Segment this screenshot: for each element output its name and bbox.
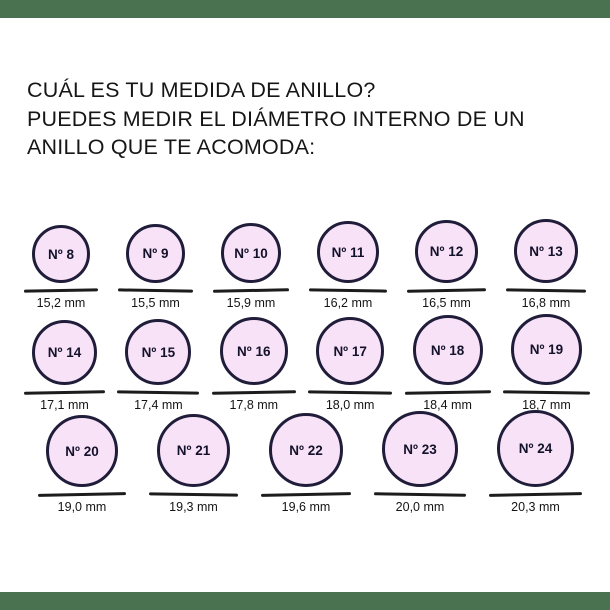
ring-item: Nº 18 18,4 mm: [404, 315, 491, 412]
ring-underline: [148, 492, 239, 497]
ring-item: Nº 11 16,2 mm: [308, 221, 388, 310]
ring-number-label: Nº 15: [141, 344, 176, 360]
ring-underline: [502, 390, 590, 395]
ring-number-label: Nº 20: [65, 443, 99, 459]
ring-number-label: Nº 12: [429, 244, 464, 259]
ring-underline: [260, 492, 352, 497]
title-line-1: CUÁL ES TU MEDIDA DE ANILLO?: [27, 78, 376, 102]
ring-circle: Nº 22: [269, 413, 343, 487]
ring-number-label: Nº 10: [234, 245, 268, 261]
ring-size-label: 17,1 mm: [40, 398, 89, 412]
ring-underline: [211, 390, 296, 395]
ring-size-label: 18,4 mm: [423, 398, 472, 412]
title-line-2: PUEDES MEDIR EL DIÁMETRO INTERNO DE UN: [27, 106, 525, 131]
page-title: CUÁL ES TU MEDIDA DE ANILLO? PUEDES MEDI…: [27, 76, 525, 162]
ring-size-label: 17,4 mm: [134, 398, 183, 412]
ring-circle: Nº 8: [32, 225, 90, 283]
ring-item: Nº 15 17,4 mm: [117, 319, 200, 412]
ring-circle: Nº 16: [219, 317, 288, 385]
ring-row-3: Nº 20 19,0 mm Nº 21 19,3 mm Nº 22 19,6 mm Nº 2…: [37, 410, 583, 514]
top-border-bar: [0, 0, 610, 18]
ring-number-label: Nº 9: [142, 246, 169, 261]
ring-underline: [404, 390, 491, 395]
ring-size-label: 16,2 mm: [323, 296, 373, 310]
ring-item: Nº 16 17,8 mm: [211, 317, 296, 412]
ring-underline: [23, 390, 106, 395]
ring-underline: [505, 288, 587, 293]
ring-item: Nº 19 18,7 mm: [502, 314, 590, 412]
ring-size-label: 15,9 mm: [226, 296, 276, 310]
ring-circle: Nº 15: [125, 319, 192, 385]
ring-circle: Nº 10: [221, 223, 281, 283]
ring-item: Nº 24 20,3 mm: [488, 410, 583, 514]
ring-underline: [406, 288, 487, 293]
ring-number-label: Nº 8: [48, 246, 74, 262]
ring-circle: Nº 13: [514, 219, 578, 283]
title-line-3: ANILLO QUE TE ACOMODA:: [27, 135, 316, 159]
ring-item: Nº 17 18,0 mm: [308, 317, 393, 412]
ring-underline: [488, 492, 583, 497]
ring-item: Nº 14 17,1 mm: [23, 320, 106, 412]
ring-size-label: 18,7 mm: [522, 398, 571, 412]
ring-number-label: Nº 13: [529, 243, 563, 259]
ring-item: Nº 8 15,2 mm: [23, 225, 99, 310]
ring-underline: [117, 390, 200, 395]
ring-underline: [373, 492, 467, 497]
ring-row-2: Nº 14 17,1 mm Nº 15 17,4 mm Nº 16 17,8 mm Nº 1…: [23, 314, 590, 412]
ring-number-label: Nº 19: [529, 342, 564, 357]
ring-underline: [212, 288, 290, 293]
ring-number-label: Nº 17: [333, 343, 367, 359]
ring-size-label: 19,3 mm: [169, 500, 218, 514]
ring-number-label: Nº 22: [289, 442, 323, 458]
ring-circle: Nº 11: [317, 221, 379, 283]
ring-circle: Nº 18: [412, 315, 483, 385]
ring-circle: Nº 21: [157, 414, 230, 487]
ring-number-label: Nº 23: [403, 441, 437, 457]
bottom-border-bar: [0, 592, 610, 610]
ring-underline: [23, 288, 99, 293]
ring-circle: Nº 19: [510, 314, 582, 385]
ring-size-label: 16,5 mm: [422, 296, 471, 310]
ring-number-label: Nº 16: [237, 343, 271, 359]
ring-item: Nº 23 20,0 mm: [373, 411, 467, 514]
ring-size-label: 20,0 mm: [395, 500, 445, 514]
ring-underline: [308, 390, 393, 395]
ring-underline: [37, 492, 127, 497]
ring-size-label: 15,5 mm: [131, 296, 180, 310]
ring-number-label: Nº 11: [331, 244, 365, 260]
ring-item: Nº 21 19,3 mm: [148, 414, 239, 514]
ring-circle: Nº 23: [382, 411, 458, 487]
ring-circle: Nº 9: [126, 224, 185, 283]
ring-circle: Nº 24: [497, 410, 574, 487]
ring-circle: Nº 14: [32, 320, 97, 385]
ring-circle: Nº 20: [46, 415, 118, 487]
ring-item: Nº 13 16,8 mm: [505, 219, 587, 310]
ring-underline: [117, 288, 194, 293]
ring-number-label: Nº 18: [430, 342, 465, 358]
ring-circle: Nº 17: [316, 317, 385, 385]
ring-size-label: 18,0 mm: [325, 398, 375, 412]
ring-item: Nº 20 19,0 mm: [37, 415, 127, 514]
ring-size-label: 19,0 mm: [57, 500, 107, 514]
ring-number-label: Nº 14: [47, 345, 82, 360]
ring-circle: Nº 12: [415, 220, 478, 283]
ring-size-label: 20,3 mm: [511, 500, 560, 514]
ring-item: Nº 10 15,9 mm: [212, 223, 290, 310]
ring-number-label: Nº 24: [518, 441, 553, 456]
ring-size-label: 15,2 mm: [36, 296, 86, 310]
ring-size-label: 19,6 mm: [281, 500, 331, 514]
ring-size-label: 17,8 mm: [229, 398, 279, 412]
ring-number-label: Nº 21: [176, 443, 211, 458]
ring-underline: [308, 288, 388, 293]
ring-size-label: 16,8 mm: [521, 296, 571, 310]
ring-item: Nº 22 19,6 mm: [260, 413, 352, 514]
ring-row-1: Nº 8 15,2 mm Nº 9 15,5 mm Nº 10 15,9 mm Nº 11 1…: [23, 218, 587, 310]
ring-item: Nº 9 15,5 mm: [117, 224, 194, 310]
ring-item: Nº 12 16,5 mm: [406, 220, 487, 310]
